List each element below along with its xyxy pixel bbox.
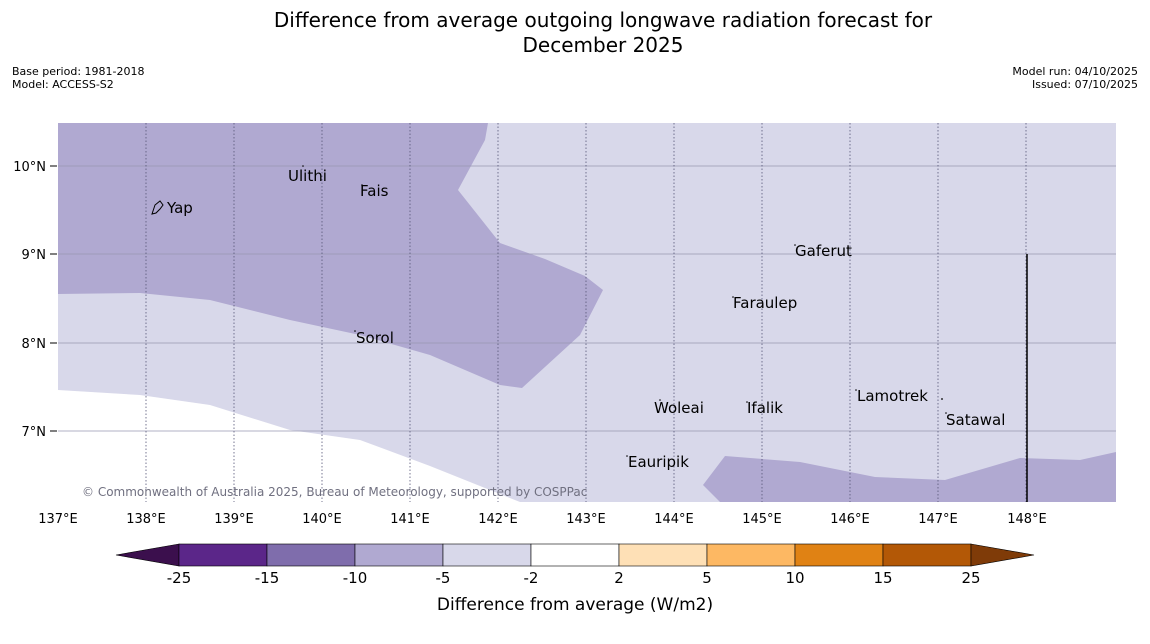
place-label-ifalik: Ifalik [747, 399, 783, 417]
legend-tick-label: 5 [702, 569, 712, 587]
legend-segment [178, 543, 268, 567]
lat-label-10n: 10°N [13, 160, 46, 175]
model-run: Model run: 04/10/2025 [1012, 65, 1138, 78]
legend-segment [882, 543, 972, 567]
legend-tick-label: 25 [961, 569, 980, 587]
place-label-yap: Yap [166, 199, 193, 217]
title-line-2: December 2025 [522, 33, 684, 57]
place-label-lamotrek: Lamotrek [857, 387, 928, 405]
anomaly-region-mid-upper [58, 123, 603, 388]
legend-tick-label: 2 [614, 569, 624, 587]
legend-title: Difference from average (W/m2) [437, 595, 713, 615]
legend-segment [530, 543, 620, 567]
lon-label-148e: 148°E [1007, 512, 1047, 527]
legend-segment [266, 543, 356, 567]
lat-label-7n: 7°N [22, 425, 47, 440]
place-label-woleai: Woleai [654, 399, 704, 417]
island-markers [302, 165, 947, 457]
legend-tick-label: 15 [873, 569, 892, 587]
lon-label-141e: 141°E [390, 512, 430, 527]
legend-ticks: -25 -15 -10 -5 -2 2 5 10 15 25 [167, 569, 981, 587]
legend-colorbar [115, 543, 1035, 567]
legend-arrow-low [115, 543, 180, 567]
legend-tick-label: -10 [343, 569, 368, 587]
copyright-notice: © Commonwealth of Australia 2025, Bureau… [82, 485, 587, 499]
legend-segment [618, 543, 708, 567]
lat-label-8n: 8°N [22, 337, 47, 352]
legend-segment [794, 543, 884, 567]
lon-label-147e: 147°E [918, 512, 958, 527]
legend-tick-label: -2 [524, 569, 539, 587]
legend-segment [442, 543, 532, 567]
map-area: Yap Ulithi Fais Gaferut Faraulep Sorol L… [58, 123, 1116, 502]
lat-label-9n: 9°N [22, 248, 47, 263]
lon-label-142e: 142°E [478, 512, 518, 527]
metadata-right: Model run: 04/10/2025 Issued: 07/10/2025 [1012, 65, 1138, 91]
lon-label-140e: 140°E [302, 512, 342, 527]
lon-label-137e: 137°E [38, 512, 78, 527]
lat-ticks [50, 165, 57, 432]
model-name: Model: ACCESS-S2 [12, 78, 114, 91]
anomaly-region-neutral [58, 390, 520, 502]
metadata-left: Base period: 1981-2018 Model: ACCESS-S2 [12, 65, 144, 91]
place-label-ulithi: Ulithi [288, 167, 327, 185]
place-label-eauripik: Eauripik [628, 453, 689, 471]
base-period: Base period: 1981-2018 [12, 65, 145, 78]
lon-label-143e: 143°E [566, 512, 606, 527]
legend-tick-label: 10 [785, 569, 804, 587]
lon-label-144e: 144°E [654, 512, 694, 527]
issued-date: Issued: 07/10/2025 [1031, 78, 1138, 91]
yap-island-outline [151, 200, 164, 215]
place-label-sorol: Sorol [356, 329, 394, 347]
legend-tick-label: -15 [255, 569, 280, 587]
map-title: Difference from average outgoing longwav… [0, 8, 1150, 58]
legend-tick-label: -5 [436, 569, 451, 587]
lon-label-138e: 138°E [126, 512, 166, 527]
place-label-fais: Fais [360, 182, 389, 200]
legend-arrow-high [970, 543, 1035, 567]
lon-gridlines [145, 123, 1027, 502]
legend-segment [354, 543, 444, 567]
legend-tick-label: -25 [167, 569, 192, 587]
place-label-gaferut: Gaferut [795, 242, 852, 260]
place-label-satawal: Satawal [946, 411, 1005, 429]
lon-label-145e: 145°E [742, 512, 782, 527]
anomaly-region-mid-lower [703, 452, 1116, 502]
legend-segment [706, 543, 796, 567]
place-label-faraulep: Faraulep [733, 294, 797, 312]
lon-label-146e: 146°E [830, 512, 870, 527]
title-line-1: Difference from average outgoing longwav… [273, 8, 933, 32]
lon-label-139e: 139°E [214, 512, 254, 527]
